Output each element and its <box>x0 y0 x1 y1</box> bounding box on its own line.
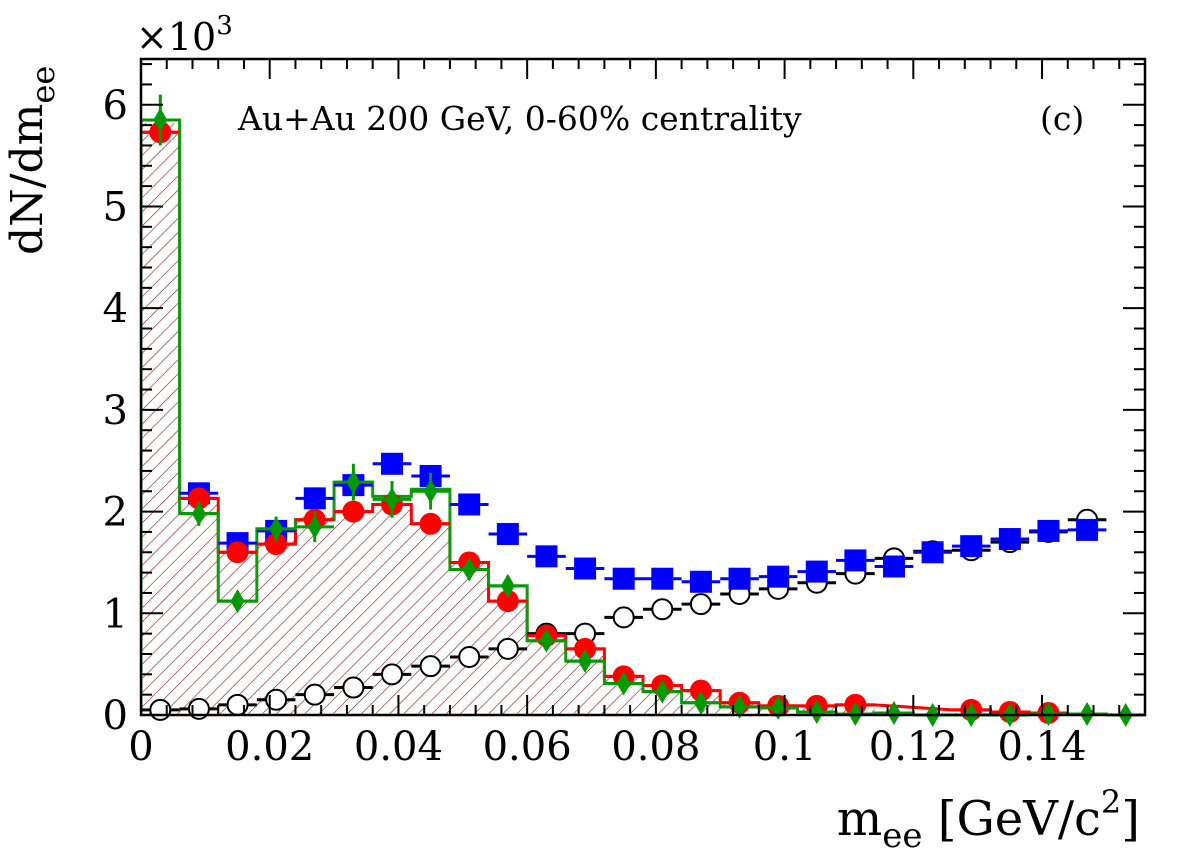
filled-circle-point <box>419 512 442 535</box>
annotation-text: Au+Au 200 GeV, 0-60% centrality <box>237 99 802 138</box>
y-tick-label: 0 <box>103 693 128 739</box>
plot-frame <box>139 57 1147 717</box>
filled-circle-point <box>187 487 210 510</box>
filled-diamond-point <box>423 479 438 504</box>
filled-square-point <box>1076 518 1099 541</box>
x-tick-label: 0.02 <box>225 724 314 770</box>
filled-square-point <box>921 541 944 564</box>
hatched-histogram-area <box>141 123 1145 715</box>
y-axis-label: dN/dmee <box>2 66 62 255</box>
filled-square-point <box>458 493 481 516</box>
x-tick-label: 0.1 <box>753 724 817 770</box>
filled-square-point <box>651 567 674 590</box>
filled-square-point <box>612 567 635 590</box>
filled-diamond-point <box>732 694 747 719</box>
panel-label: (c) <box>1040 99 1084 138</box>
open-circle-point <box>496 637 519 660</box>
filled-square-point <box>767 565 790 588</box>
filled-diamond-point <box>578 649 593 674</box>
filled-square-point <box>998 528 1021 551</box>
filled-square-point <box>303 487 326 510</box>
filled-diamond-point <box>539 628 554 653</box>
filled-diamond-point <box>693 690 708 715</box>
filled-circle-point <box>574 637 597 660</box>
filled-diamond-point <box>269 516 284 541</box>
y-multiplier: ×103 <box>136 11 233 59</box>
open-circle-point <box>342 676 365 699</box>
filled-square-point <box>844 549 867 572</box>
filled-diamond-point <box>346 470 361 495</box>
x-tick-label: 0 <box>128 724 153 770</box>
open-circle-point <box>419 655 442 678</box>
x-axis-label: mee [GeV/c2] <box>837 783 1140 853</box>
y-tick-label: 5 <box>103 184 128 230</box>
filled-diamond-point <box>191 501 206 526</box>
filled-square-point <box>535 545 558 568</box>
y-tick-label: 2 <box>103 490 128 536</box>
filled-diamond-point <box>230 589 245 614</box>
filled-diamond-point <box>462 557 477 582</box>
filled-circle-point <box>689 679 712 702</box>
open-circle-point <box>381 663 403 686</box>
filled-square-point <box>728 567 751 590</box>
x-tick-label: 0.12 <box>869 724 958 770</box>
axis-tick-labels: 0 0.02 0.04 0.06 0.08 0.1 0.12 0.14 0 1 2 3 4 5 6 <box>103 83 1087 770</box>
filled-circle-point <box>265 533 288 556</box>
filled-diamond-point <box>809 699 824 724</box>
filled-square-point <box>689 570 712 593</box>
filled-square-point <box>883 555 905 578</box>
filled-diamond-point <box>655 679 670 704</box>
open-circle-point <box>689 593 712 616</box>
y-tick-label: 4 <box>103 286 128 332</box>
axis-ticks <box>140 59 1146 716</box>
x-tick-label: 0.14 <box>997 724 1086 770</box>
filled-diamond-point <box>616 671 631 696</box>
hatched-histogram <box>141 123 1145 715</box>
open-circle-point <box>265 688 288 711</box>
filled-diamond-point <box>887 700 901 725</box>
filled-diamond-point <box>153 108 168 133</box>
y-tick-label: 6 <box>103 83 128 129</box>
filled-diamond-point <box>385 487 399 512</box>
filled-square-point <box>496 522 519 545</box>
filled-diamond-point <box>500 573 515 598</box>
open-circle-point <box>651 598 674 621</box>
filled-circle-point <box>226 541 249 564</box>
x-tick-label: 0.08 <box>611 724 700 770</box>
filled-square-point <box>960 535 983 558</box>
x-tick-label: 0.04 <box>354 724 443 770</box>
open-circle-point <box>303 683 326 706</box>
y-tick-label: 1 <box>103 591 128 637</box>
filled-diamond-point <box>307 514 322 539</box>
filled-square-point <box>574 557 597 580</box>
open-circle-point <box>612 606 635 629</box>
x-tick-label: 0.06 <box>483 724 572 770</box>
filled-square-point <box>1037 519 1060 542</box>
y-tick-label: 3 <box>103 388 128 434</box>
filled-square-point <box>805 560 828 583</box>
filled-circle-point <box>342 500 365 523</box>
filled-square-point <box>381 452 403 475</box>
filled-circle-point <box>496 590 519 613</box>
data-markers <box>141 94 1145 727</box>
open-circle-point <box>458 646 481 669</box>
